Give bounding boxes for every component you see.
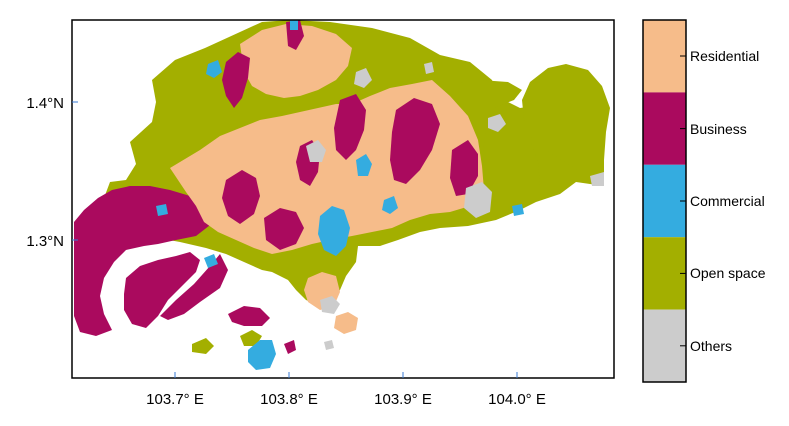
south-island-others — [324, 340, 334, 350]
others-patch-2 — [306, 140, 326, 162]
commercial-patch-4 — [290, 20, 298, 30]
central-business-2 — [390, 98, 440, 184]
x-tick-label: 104.0° E — [488, 391, 546, 408]
sw-island-business-1 — [124, 252, 200, 328]
x-axis-labels: 103.7° E 103.8° E 103.9° E 104.0° E — [146, 391, 546, 408]
legend-swatch-open-space — [643, 237, 686, 310]
legend-swatch-residential — [643, 20, 686, 93]
commercial-patch-3 — [382, 196, 398, 214]
south-island-business-2 — [284, 340, 296, 354]
ne-coast-open-space — [482, 122, 540, 210]
cbd-commercial — [318, 206, 350, 256]
land-use-legend: Residential Business Commercial Open spa… — [642, 19, 766, 383]
legend-tick-marks — [680, 55, 686, 347]
east-island-open-space — [522, 64, 610, 186]
legend-label-business: Business — [690, 121, 747, 137]
x-tick-label: 103.8° E — [260, 391, 318, 408]
commercial-patch-7 — [204, 254, 218, 268]
central-business-1 — [334, 94, 366, 160]
sentosa-residential — [334, 312, 358, 334]
commercial-patch-1 — [356, 154, 372, 176]
x-tick-marks — [174, 372, 518, 378]
y-axis-labels: 1.4°N 1.3°N — [26, 95, 64, 250]
commercial-patch-5 — [512, 204, 524, 216]
map-plot-area — [71, 19, 615, 379]
south-island-business-1 — [228, 306, 270, 326]
commercial-patch-2 — [206, 60, 222, 78]
west-business-area — [74, 186, 214, 336]
y-tick-label: 1.4°N — [26, 95, 64, 112]
others-patch-3 — [354, 68, 372, 88]
legend-swatch-business — [643, 92, 686, 165]
legend-label-others: Others — [690, 338, 732, 354]
x-tick-label: 103.9° E — [374, 391, 432, 408]
north-business-1 — [222, 52, 250, 108]
south-island-open-1 — [192, 338, 214, 354]
legend-label-commercial: Commercial — [690, 193, 765, 209]
commercial-patch-6 — [156, 204, 168, 216]
south-others — [320, 296, 340, 314]
y-tick-label: 1.3°N — [26, 233, 64, 250]
others-patch-5 — [590, 172, 604, 186]
others-patch-4 — [488, 114, 506, 132]
legend-label-residential: Residential — [690, 48, 759, 64]
y-tick-marks — [72, 101, 78, 241]
south-island-commercial — [248, 340, 276, 370]
legend-label-open-space: Open space — [690, 265, 766, 281]
ne-island-open-space — [436, 80, 522, 110]
east-business — [450, 140, 478, 196]
legend-swatch-commercial — [643, 164, 686, 238]
south-island-open-2 — [240, 330, 262, 346]
others-patch-1 — [464, 182, 492, 218]
x-tick-label: 103.7° E — [146, 391, 204, 408]
west-central-business — [222, 170, 260, 224]
others-patch-6 — [424, 62, 434, 74]
legend-swatch-others — [643, 309, 686, 382]
map-frame — [71, 19, 615, 379]
sw-island-business-2 — [160, 254, 228, 320]
north-residential — [240, 24, 352, 98]
south-central-business — [264, 208, 304, 250]
